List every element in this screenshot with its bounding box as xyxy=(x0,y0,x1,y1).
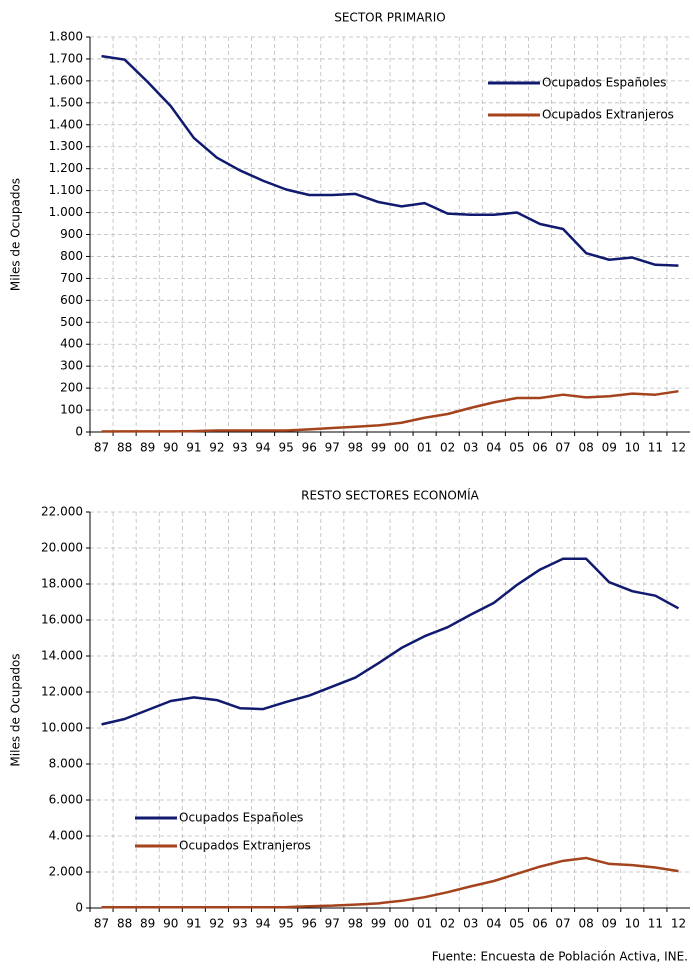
x-tick-label: 95 xyxy=(279,441,294,455)
source-note: Fuente: Encuesta de Población Activa, IN… xyxy=(432,950,688,964)
y-tick-label: 8.000 xyxy=(49,757,83,771)
data-line xyxy=(101,557,680,726)
x-tick-label: 97 xyxy=(325,441,340,455)
y-tick-label: 400 xyxy=(60,337,83,351)
y-tick-label: 900 xyxy=(60,227,83,241)
x-tick-label: 96 xyxy=(302,441,317,455)
y-tick-label: 20.000 xyxy=(41,541,83,555)
legend-label: Ocupados Extranjeros xyxy=(179,839,311,853)
y-tick-label: 300 xyxy=(60,359,83,373)
y-tick-label: 700 xyxy=(60,271,83,285)
legend-label: Ocupados Extranjeros xyxy=(542,108,674,122)
x-tick-label: 87 xyxy=(94,917,109,931)
x-tick-label: 02 xyxy=(440,917,455,931)
y-tick-label: 10.000 xyxy=(41,721,83,735)
y-tick-label: 14.000 xyxy=(41,649,83,663)
y-tick-label: 1.600 xyxy=(49,73,83,87)
x-tick-label: 95 xyxy=(279,917,294,931)
x-tick-label: 99 xyxy=(371,917,386,931)
y-tick-label: 2.000 xyxy=(49,865,83,879)
y-tick-label: 800 xyxy=(60,249,83,263)
y-tick-label: 1.100 xyxy=(49,183,83,197)
x-tick-label: 91 xyxy=(186,917,201,931)
x-tick-label: 01 xyxy=(417,917,432,931)
chart-title: RESTO SECTORES ECONOMÍA xyxy=(301,488,480,503)
x-tick-label: 99 xyxy=(371,441,386,455)
y-tick-label: 22.000 xyxy=(41,505,83,519)
x-tick-label: 09 xyxy=(602,917,617,931)
x-tick-label: 04 xyxy=(486,917,501,931)
x-tick-label: 90 xyxy=(163,917,178,931)
x-tick-label: 09 xyxy=(602,441,617,455)
x-tick-label: 08 xyxy=(579,441,594,455)
y-tick-label: 0 xyxy=(75,901,83,915)
x-tick-label: 10 xyxy=(625,917,640,931)
x-tick-label: 92 xyxy=(209,441,224,455)
x-tick-label: 07 xyxy=(555,917,570,931)
x-tick-label: 89 xyxy=(140,441,155,455)
x-tick-label: 91 xyxy=(186,441,201,455)
y-tick-label: 200 xyxy=(60,381,83,395)
x-tick-label: 87 xyxy=(94,441,109,455)
x-tick-label: 98 xyxy=(348,917,363,931)
legend-label: Ocupados Españoles xyxy=(542,76,666,90)
x-tick-label: 03 xyxy=(463,441,478,455)
y-tick-label: 6.000 xyxy=(49,793,83,807)
x-tick-label: 12 xyxy=(671,917,686,931)
x-tick-label: 06 xyxy=(532,441,547,455)
x-tick-label: 08 xyxy=(579,917,594,931)
y-tick-label: 1.700 xyxy=(49,51,83,65)
y-tick-label: 1.500 xyxy=(49,95,83,109)
x-tick-label: 11 xyxy=(648,917,663,931)
data-line xyxy=(101,389,679,433)
x-tick-label: 94 xyxy=(255,917,270,931)
x-tick-label: 00 xyxy=(394,441,409,455)
x-tick-label: 00 xyxy=(394,917,409,931)
data-line xyxy=(101,856,679,909)
x-tick-label: 03 xyxy=(463,917,478,931)
x-tick-label: 06 xyxy=(532,917,547,931)
x-tick-label: 01 xyxy=(417,441,432,455)
x-tick-label: 92 xyxy=(209,917,224,931)
x-tick-label: 05 xyxy=(509,441,524,455)
y-tick-label: 18.000 xyxy=(41,577,83,591)
y-tick-label: 1.300 xyxy=(49,139,83,153)
x-tick-label: 04 xyxy=(486,441,501,455)
y-tick-label: 4.000 xyxy=(49,829,83,843)
y-tick-label: 100 xyxy=(60,403,83,417)
x-tick-label: 88 xyxy=(117,441,132,455)
x-tick-label: 93 xyxy=(232,441,247,455)
legend-label: Ocupados Españoles xyxy=(179,811,303,825)
x-tick-label: 10 xyxy=(625,441,640,455)
x-tick-label: 07 xyxy=(555,441,570,455)
x-tick-label: 89 xyxy=(140,917,155,931)
y-tick-label: 1.800 xyxy=(49,30,83,44)
y-axis-label: Miles de Ocupados xyxy=(9,653,23,766)
y-tick-label: 600 xyxy=(60,293,83,307)
y-tick-label: 1.200 xyxy=(49,161,83,175)
x-tick-label: 93 xyxy=(232,917,247,931)
y-tick-label: 1.400 xyxy=(49,117,83,131)
chart-title: SECTOR PRIMARIO xyxy=(334,11,446,25)
y-tick-label: 0 xyxy=(75,425,83,439)
x-tick-label: 05 xyxy=(509,917,524,931)
x-tick-label: 90 xyxy=(163,441,178,455)
x-tick-label: 12 xyxy=(671,441,686,455)
x-tick-label: 02 xyxy=(440,441,455,455)
x-tick-label: 94 xyxy=(255,441,270,455)
data-line xyxy=(101,54,679,267)
y-tick-label: 500 xyxy=(60,315,83,329)
x-tick-label: 11 xyxy=(648,441,663,455)
y-tick-label: 16.000 xyxy=(41,613,83,627)
y-tick-label: 12.000 xyxy=(41,685,83,699)
y-tick-label: 1.000 xyxy=(49,205,83,219)
x-tick-label: 98 xyxy=(348,441,363,455)
x-tick-label: 96 xyxy=(302,917,317,931)
y-axis-label: Miles de Ocupados xyxy=(9,178,23,291)
x-tick-label: 97 xyxy=(325,917,340,931)
x-tick-label: 88 xyxy=(117,917,132,931)
